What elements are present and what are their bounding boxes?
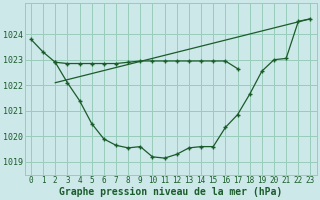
X-axis label: Graphe pression niveau de la mer (hPa): Graphe pression niveau de la mer (hPa) <box>59 186 282 197</box>
